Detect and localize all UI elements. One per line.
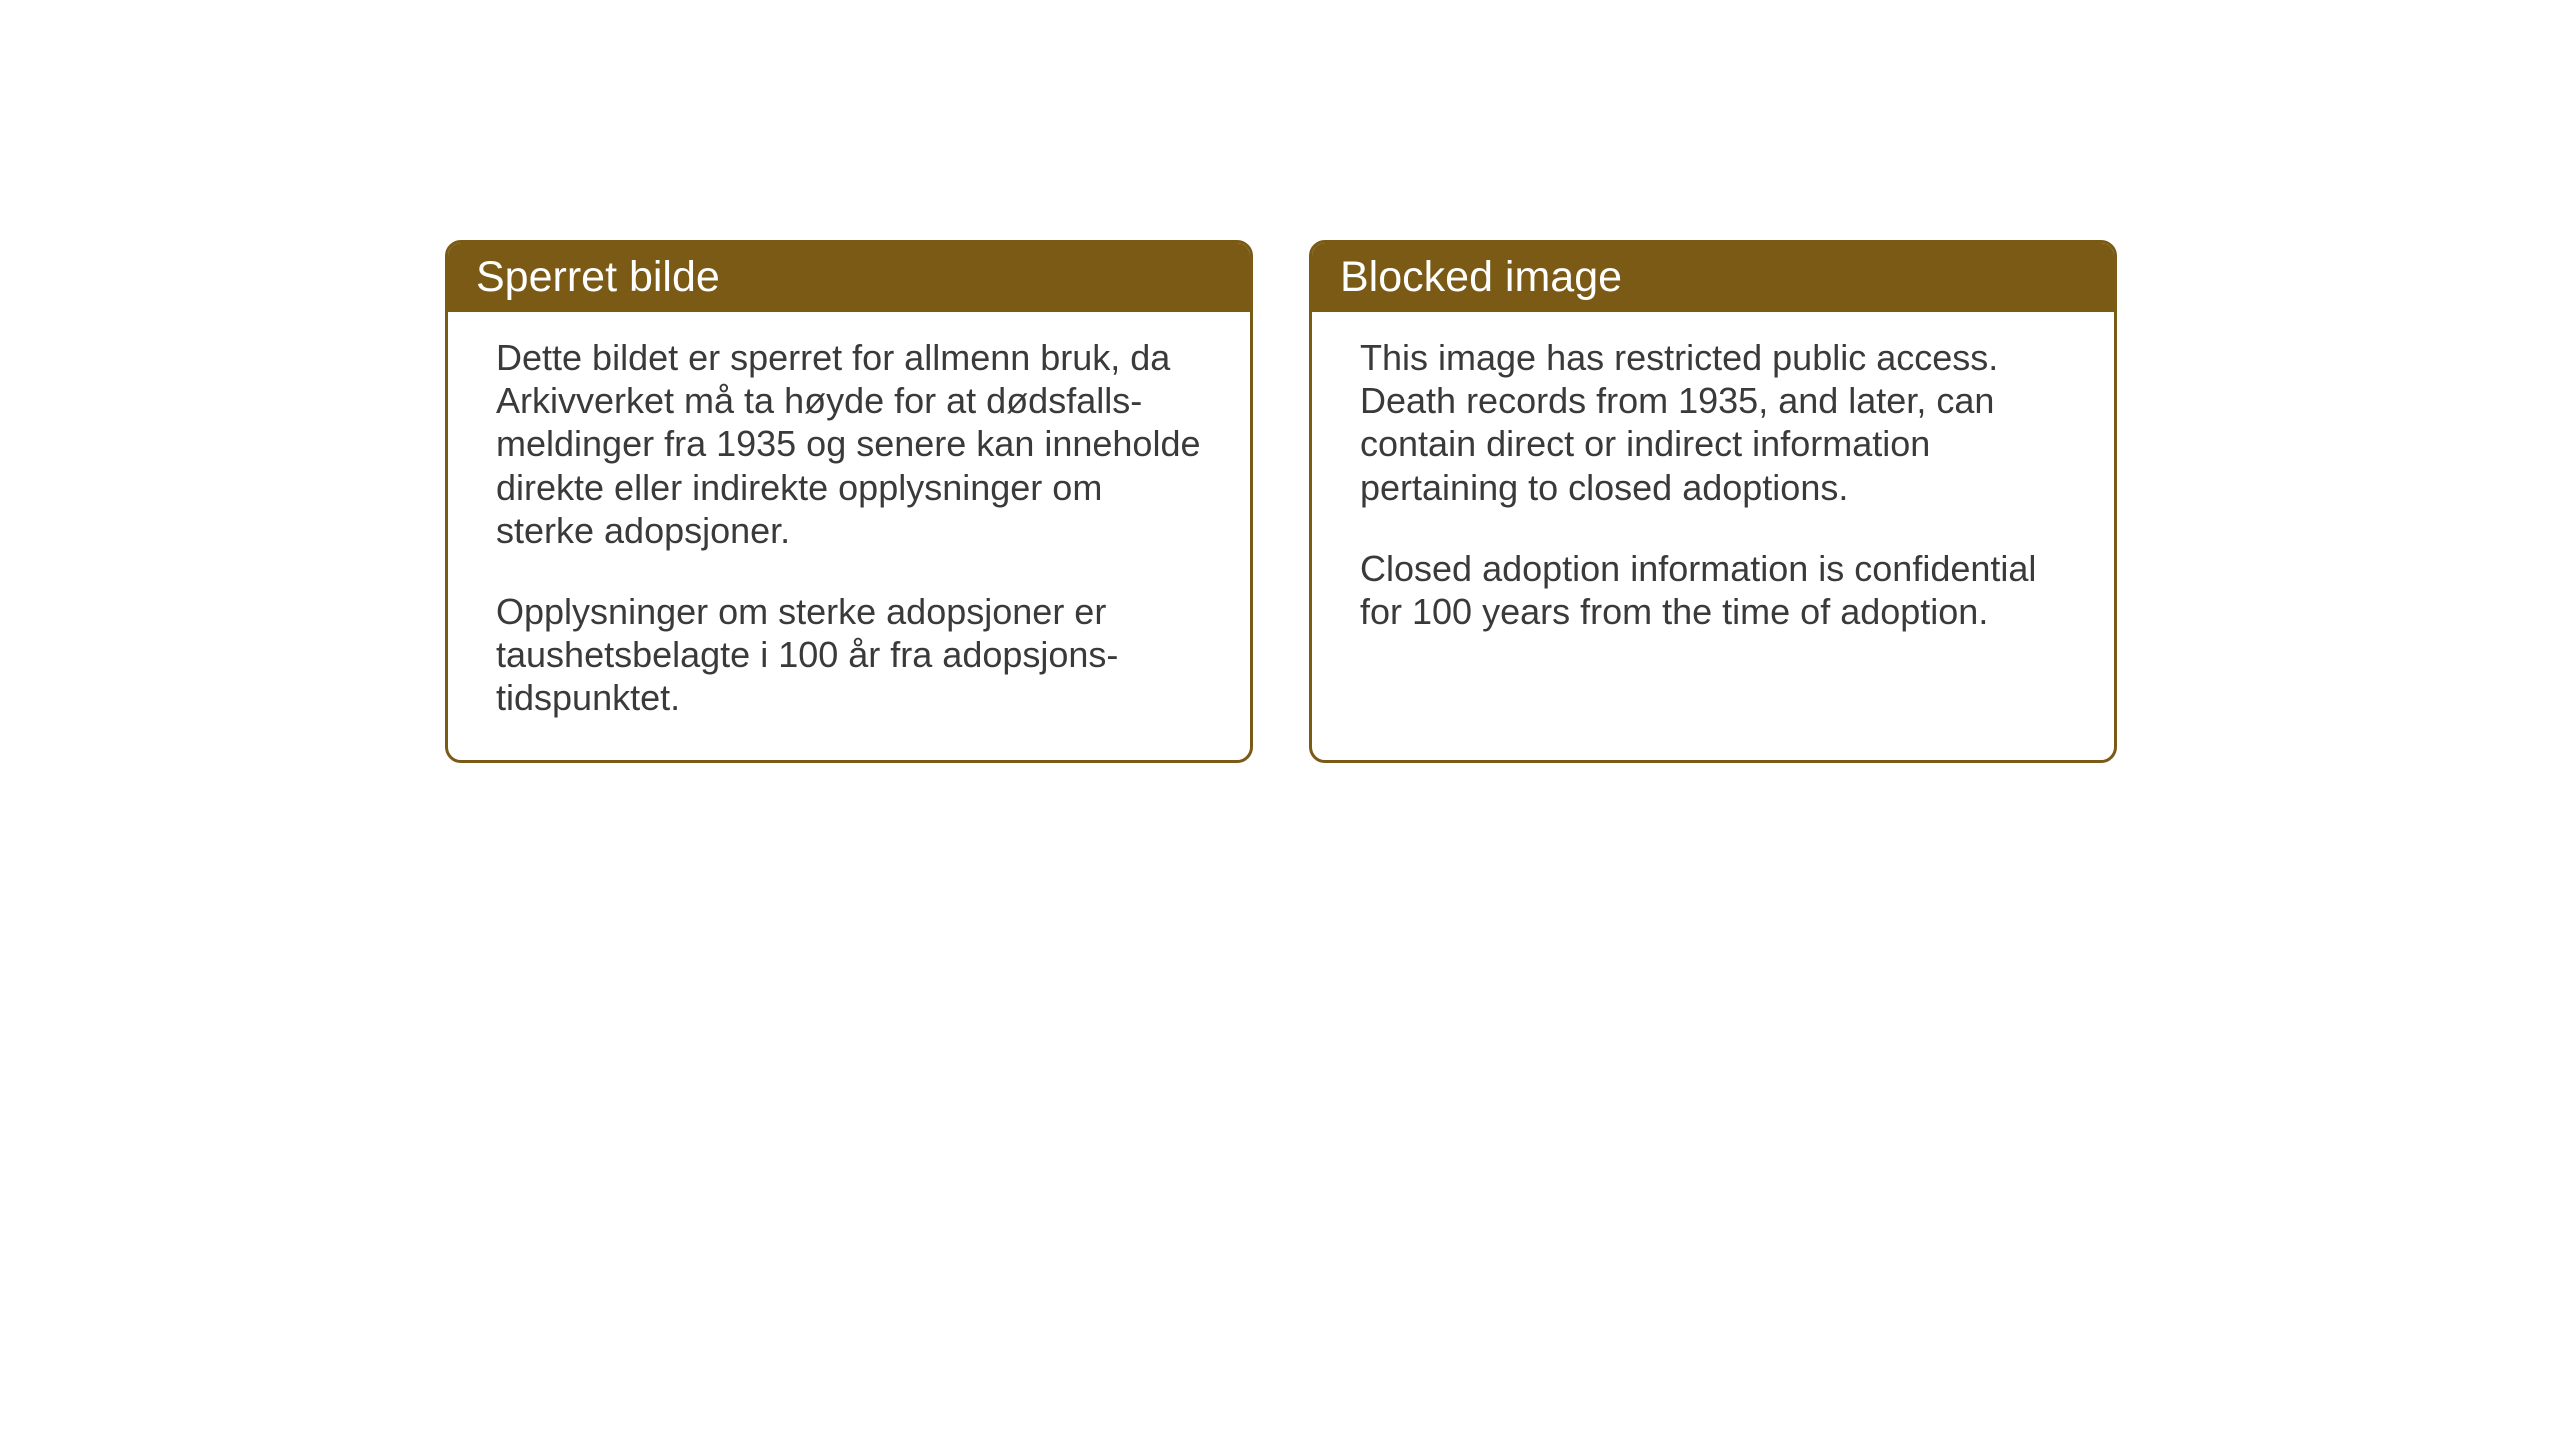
english-paragraph-2: Closed adoption information is confident… <box>1360 547 2066 633</box>
english-paragraph-1: This image has restricted public access.… <box>1360 336 2066 509</box>
norwegian-paragraph-2: Opplysninger om sterke adopsjoner er tau… <box>496 590 1202 720</box>
english-card-header: Blocked image <box>1312 243 2114 312</box>
norwegian-paragraph-1: Dette bildet er sperret for allmenn bruk… <box>496 336 1202 552</box>
notice-container: Sperret bilde Dette bildet er sperret fo… <box>445 240 2117 763</box>
norwegian-card-title: Sperret bilde <box>476 253 720 301</box>
english-notice-card: Blocked image This image has restricted … <box>1309 240 2117 763</box>
norwegian-notice-card: Sperret bilde Dette bildet er sperret fo… <box>445 240 1253 763</box>
english-card-title: Blocked image <box>1340 253 1622 301</box>
norwegian-card-body: Dette bildet er sperret for allmenn bruk… <box>448 312 1250 760</box>
norwegian-card-header: Sperret bilde <box>448 243 1250 312</box>
english-card-body: This image has restricted public access.… <box>1312 312 2114 744</box>
